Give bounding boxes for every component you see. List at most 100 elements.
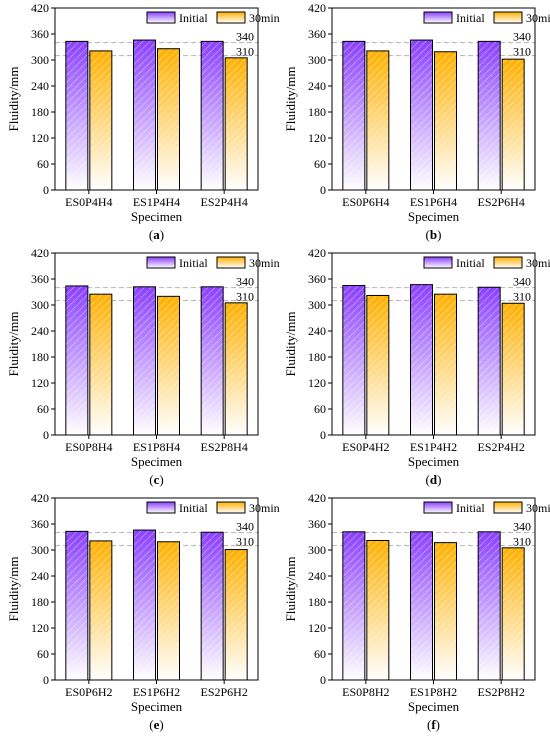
y-tick-label: 180 <box>31 105 49 119</box>
y-tick-label: 300 <box>31 53 49 67</box>
x-axis-label: Specimen <box>131 699 183 714</box>
bar-initial <box>200 531 224 681</box>
x-tick-label: ES2P6H4 <box>477 195 524 209</box>
bar-outline <box>65 285 89 436</box>
bar-initial <box>342 40 366 191</box>
bar-30min <box>157 48 180 191</box>
x-tick-label: ES1P8H4 <box>133 440 180 454</box>
legend: Initial 30min <box>146 256 280 270</box>
y-axis-label: Fluidity/mm <box>6 311 21 376</box>
bar-30min <box>224 57 248 191</box>
bar-initial <box>477 40 501 191</box>
bar-outline <box>65 530 89 681</box>
axes-frame <box>54 252 259 436</box>
y-tick-label: 360 <box>31 27 49 41</box>
y-tick-label: 300 <box>308 53 326 67</box>
y-tick-label: 0 <box>43 428 49 442</box>
bar-outline <box>157 48 180 191</box>
bar-initial <box>342 531 366 681</box>
y-tick-label: 120 <box>31 621 49 635</box>
bar-outline <box>224 302 248 436</box>
bar-initial <box>65 40 89 191</box>
bar-outline <box>434 542 457 681</box>
legend: Initial 30min <box>146 501 280 515</box>
y-tick-label: 180 <box>308 350 326 364</box>
legend: Initial 30min <box>423 256 550 270</box>
bar-outline <box>157 541 180 681</box>
legend-swatch-initial <box>146 11 176 24</box>
bar-30min <box>434 51 457 191</box>
y-axis-label: Fluidity/mm <box>283 66 298 131</box>
legend-label-30min: 30min <box>526 256 550 270</box>
y-tick-label: 0 <box>320 428 326 442</box>
y-tick-label: 240 <box>31 324 49 338</box>
bar-outline <box>501 302 525 436</box>
x-axis-label: Specimen <box>408 209 460 224</box>
x-tick-label: ES2P8H2 <box>477 685 524 699</box>
bar-outline <box>366 50 390 191</box>
y-tick-label: 60 <box>37 157 49 171</box>
y-tick-label: 180 <box>308 105 326 119</box>
legend-swatch-30min <box>493 256 523 269</box>
x-tick-label: ES0P8H4 <box>65 440 112 454</box>
panel-label: (d) <box>426 472 442 487</box>
y-tick-label: 360 <box>308 517 326 531</box>
legend-label-30min: 30min <box>249 501 280 515</box>
y-tick-label: 180 <box>31 595 49 609</box>
reference-label: 310 <box>236 290 254 304</box>
bar-initial <box>133 286 156 436</box>
x-tick-label: ES2P6H2 <box>200 685 247 699</box>
y-tick-label: 300 <box>31 298 49 312</box>
axes-frame <box>54 7 259 191</box>
bar-outline <box>200 286 224 436</box>
x-tick-label: ES1P8H2 <box>410 685 457 699</box>
bar-initial <box>410 284 433 436</box>
x-tick-label: ES0P4H4 <box>65 195 112 209</box>
panel-label: (f) <box>427 717 440 732</box>
bar-initial <box>65 530 89 681</box>
axes-frame <box>331 497 536 681</box>
legend-swatch-30min <box>216 256 246 269</box>
legend-label-initial: Initial <box>456 11 485 25</box>
legend-swatch-30min <box>493 11 523 24</box>
bar-initial <box>200 40 224 191</box>
bar-outline <box>501 58 525 191</box>
bar-initial <box>477 286 501 436</box>
panel-label: (a) <box>149 227 164 242</box>
bar-outline <box>410 284 433 436</box>
y-tick-label: 180 <box>31 350 49 364</box>
bar-30min <box>89 540 113 681</box>
y-tick-label: 60 <box>314 402 326 416</box>
legend: Initial 30min <box>423 11 550 25</box>
bar-outline <box>133 39 156 191</box>
axes-frame <box>331 252 536 436</box>
bar-initial <box>133 39 156 191</box>
legend-swatch-initial <box>146 501 176 514</box>
y-tick-label: 0 <box>320 183 326 197</box>
bar-outline <box>200 531 224 681</box>
bar-outline <box>410 39 433 191</box>
legend-label-initial: Initial <box>179 501 208 515</box>
bar-initial <box>410 39 433 191</box>
y-tick-label: 60 <box>37 402 49 416</box>
bar-outline <box>157 295 180 436</box>
x-axis-label: Specimen <box>131 454 183 469</box>
reference-label: 340 <box>236 520 254 534</box>
legend-label-initial: Initial <box>179 256 208 270</box>
y-axis-label: Fluidity/mm <box>283 556 298 621</box>
bar-outline <box>342 531 366 681</box>
x-axis-label: Specimen <box>408 454 460 469</box>
axes-frame <box>331 7 536 191</box>
x-tick-label: ES1P4H4 <box>133 195 180 209</box>
y-tick-label: 420 <box>308 1 326 15</box>
bar-initial <box>477 531 501 681</box>
panel-label: (c) <box>149 472 163 487</box>
bar-initial <box>200 286 224 436</box>
y-tick-label: 0 <box>320 673 326 687</box>
y-tick-label: 120 <box>31 376 49 390</box>
